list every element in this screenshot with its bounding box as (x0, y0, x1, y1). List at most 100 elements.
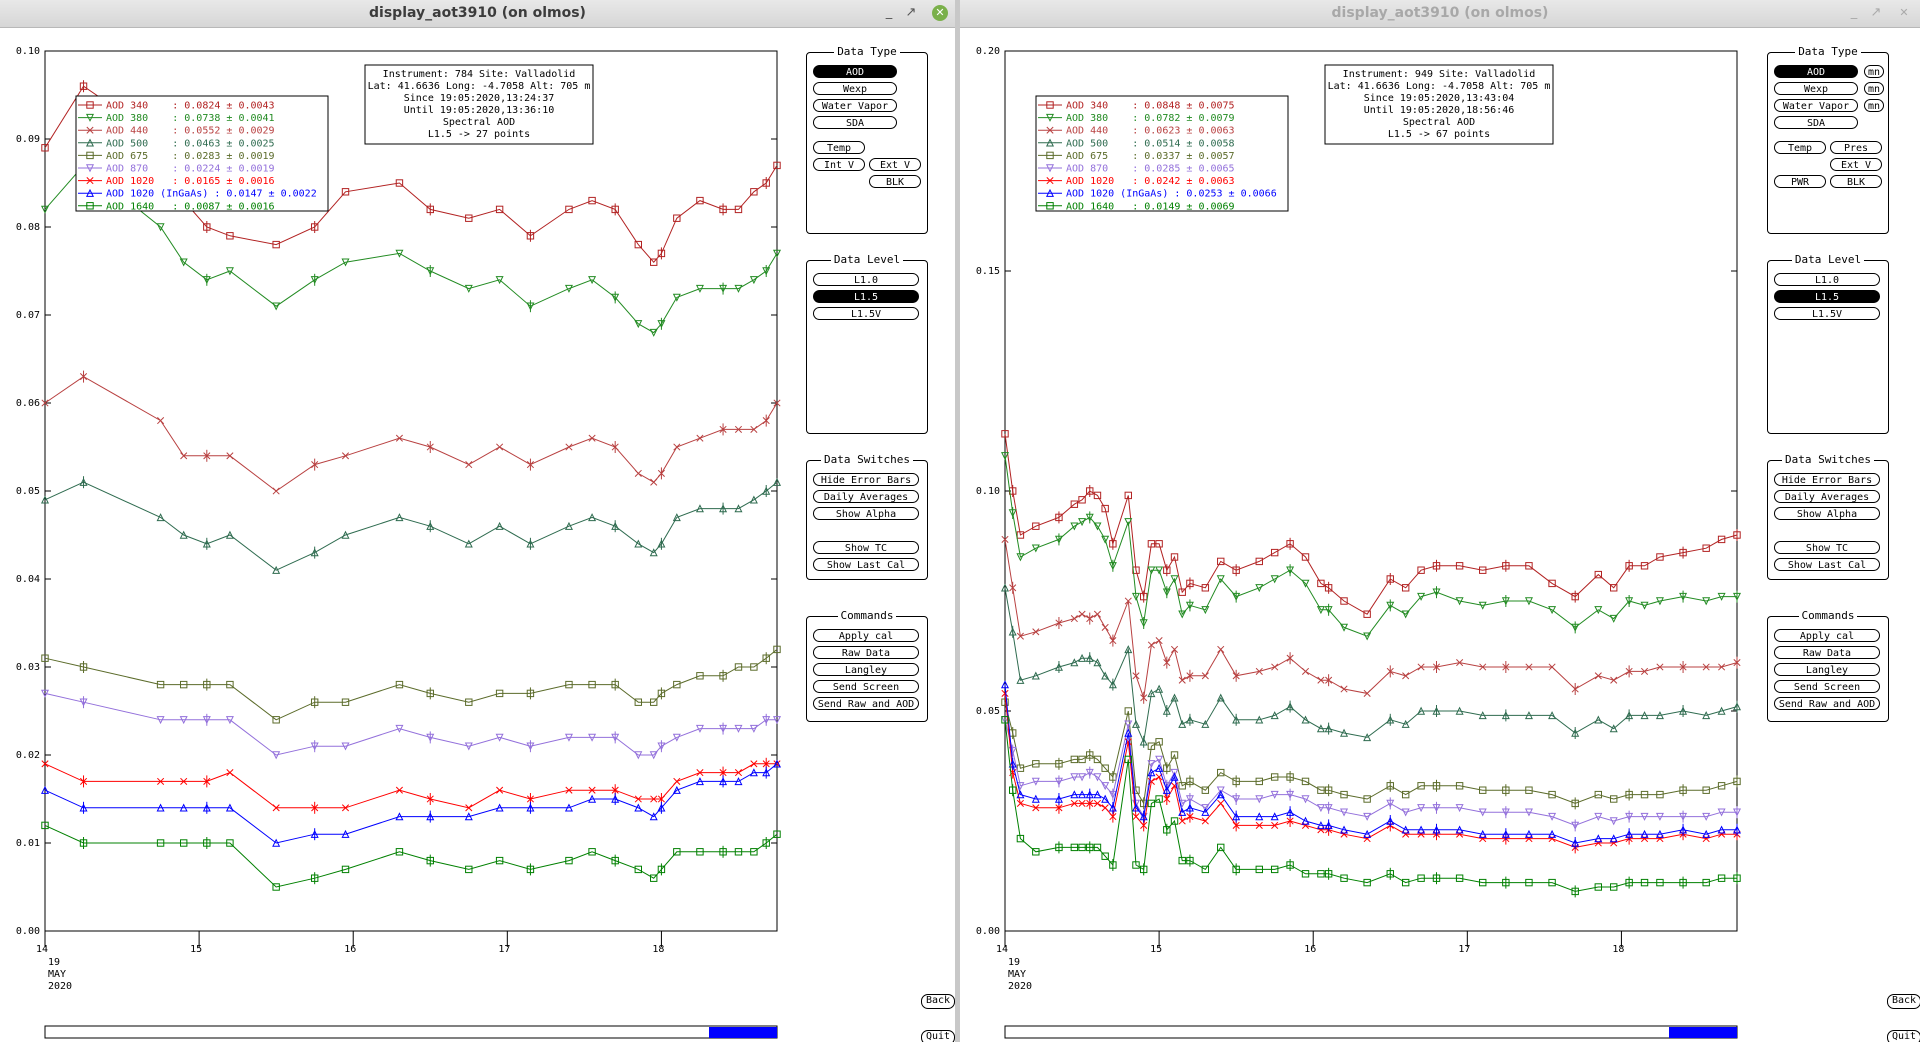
l15v-button[interactable]: L1.5V (1774, 307, 1880, 320)
data-point (1001, 698, 1009, 706)
back-button[interactable]: Back (921, 994, 955, 1009)
data-point (1170, 553, 1179, 561)
left-data-switches-panel: Data Switches Hide Error Bars Daily Aver… (806, 453, 928, 580)
langley-button[interactable]: Langley (813, 663, 919, 676)
data-point (1548, 663, 1556, 671)
daily-averages-button[interactable]: Daily Averages (813, 490, 919, 503)
raw-data-button[interactable]: Raw Data (813, 646, 919, 659)
data-point (1201, 584, 1210, 592)
raw-data-button[interactable]: Raw Data (1774, 646, 1880, 659)
show-alpha-button[interactable]: Show Alpha (813, 507, 919, 520)
left-titlebar[interactable]: display_aot3910 (on olmos) _ ↗ ✕ (0, 0, 955, 28)
temp-button[interactable]: Temp (813, 141, 865, 154)
data-point (1016, 764, 1025, 772)
quit-button[interactable]: Quit (921, 1030, 955, 1042)
water-vapor-button[interactable]: Water Vapor (1774, 99, 1858, 112)
temp-button[interactable]: Temp (1774, 141, 1826, 154)
apply-cal-button[interactable]: Apply cal (813, 629, 919, 642)
daily-averages-button[interactable]: Daily Averages (1774, 490, 1880, 503)
legend-entry: AOD 1020 : 0.0242 ± 0.0063 (1066, 176, 1235, 187)
water-vapor-mn-button[interactable]: mn (1864, 99, 1884, 112)
sda-button[interactable]: SDA (813, 116, 897, 129)
data-point (773, 399, 781, 407)
legend-entry: AOD 1640 : 0.0087 ± 0.0016 (106, 201, 275, 212)
pres-button[interactable]: Pres (1830, 141, 1882, 154)
hide-error-bars-button[interactable]: Hide Error Bars (1774, 473, 1880, 486)
send-screen-button[interactable]: Send Screen (813, 680, 919, 693)
data-point (1417, 566, 1425, 574)
sda-button[interactable]: SDA (1774, 116, 1858, 129)
l10-button[interactable]: L1.0 (1774, 273, 1880, 286)
series-line (1004, 539, 1738, 698)
maximize-icon[interactable]: ↗ (1870, 5, 1882, 20)
panel-title: Commands (1798, 609, 1858, 622)
ext-v-button[interactable]: Ext V (869, 158, 921, 171)
data-point (719, 284, 728, 293)
aod-mn-button[interactable]: mn (1864, 65, 1884, 78)
show-tc-button[interactable]: Show TC (1774, 541, 1880, 554)
data-point (1324, 804, 1333, 813)
data-point (1594, 715, 1603, 724)
send-raw-and-aod-button[interactable]: Send Raw and AOD (813, 697, 919, 710)
water-vapor-button[interactable]: Water Vapor (813, 99, 897, 112)
ext-v-button[interactable]: Ext V (1830, 158, 1882, 171)
series-5 (40, 689, 782, 760)
l15v-button[interactable]: L1.5V (813, 307, 919, 320)
time-scrollbar (1004, 1025, 1738, 1039)
data-point (395, 680, 404, 689)
wexp-button[interactable]: Wexp (1774, 82, 1858, 95)
minimize-icon[interactable]: _ (1850, 5, 1858, 20)
data-point (1571, 728, 1580, 737)
l10-button[interactable]: L1.0 (813, 273, 919, 286)
data-point (1417, 830, 1425, 838)
wexp-mn-button[interactable]: mn (1864, 82, 1884, 95)
send-screen-button[interactable]: Send Screen (1774, 680, 1880, 693)
l15-button[interactable]: L1.5 (1774, 290, 1880, 303)
data-point (719, 672, 727, 680)
data-point (1525, 663, 1533, 671)
data-point (1386, 870, 1394, 878)
series-4 (1001, 698, 1741, 810)
data-point (1009, 584, 1017, 592)
right-titlebar[interactable]: display_aot3910 (on olmos) _ ↗ ✕ (960, 0, 1920, 28)
data-point (1101, 852, 1109, 860)
data-point (495, 276, 504, 285)
langley-button[interactable]: Langley (1774, 663, 1880, 676)
minimize-icon[interactable]: _ (885, 5, 893, 20)
data-point (1478, 711, 1487, 720)
blk-button[interactable]: BLK (1830, 175, 1882, 188)
data-point (1363, 812, 1372, 821)
show-alpha-button[interactable]: Show Alpha (1774, 507, 1880, 520)
send-raw-and-aod-button[interactable]: Send Raw and AOD (1774, 697, 1880, 710)
aod-button[interactable]: AOD (1774, 65, 1858, 78)
pwr-button[interactable]: PWR (1774, 175, 1826, 188)
data-point (341, 742, 350, 751)
show-last-cal-button[interactable]: Show Last Cal (1774, 558, 1880, 571)
data-point (1609, 817, 1618, 826)
back-button[interactable]: Back (1887, 994, 1920, 1009)
data-point (1401, 790, 1410, 799)
data-point (526, 803, 535, 812)
data-point (564, 803, 573, 812)
show-last-cal-button[interactable]: Show Last Cal (813, 558, 919, 571)
data-point (464, 284, 473, 293)
aod-button[interactable]: AOD (813, 65, 897, 78)
x-tick-label: 15 (1150, 944, 1162, 955)
blk-button[interactable]: BLK (869, 175, 921, 188)
close-icon[interactable]: ✕ (932, 5, 948, 21)
data-point (1702, 835, 1710, 843)
quit-button[interactable]: Quit (1887, 1030, 1920, 1042)
maximize-icon[interactable]: ↗ (905, 5, 917, 20)
data-point (1147, 641, 1155, 649)
l15-button[interactable]: L1.5 (813, 290, 919, 303)
hide-error-bars-button[interactable]: Hide Error Bars (813, 473, 919, 486)
apply-cal-button[interactable]: Apply cal (1774, 629, 1880, 642)
show-tc-button[interactable]: Show TC (813, 541, 919, 554)
wexp-button[interactable]: Wexp (813, 82, 897, 95)
int-v-button[interactable]: Int V (813, 158, 865, 171)
data-point (1317, 786, 1325, 794)
left-plot-area[interactable]: 0.00 0.01 0.02 0.03 0.04 0.05 0.06 0.07 0.08 0.09… (0, 27, 955, 1042)
data-point (1656, 878, 1664, 887)
close-icon[interactable]: ✕ (1899, 6, 1909, 19)
